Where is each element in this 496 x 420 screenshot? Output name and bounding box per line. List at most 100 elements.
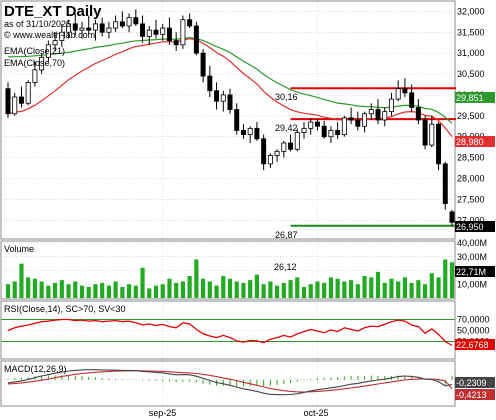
candle-up [281, 142, 287, 152]
candle-down [227, 94, 233, 110]
candle-down [133, 17, 139, 25]
volume-bar [362, 276, 367, 298]
candle-down [355, 119, 361, 127]
level-label-29-42: 29,42 [275, 123, 298, 133]
candle-up [341, 117, 347, 136]
candle-up [388, 98, 394, 113]
volume-bar [369, 277, 374, 298]
volume-bar [234, 281, 239, 298]
candle-up [267, 155, 273, 165]
candle-up [66, 23, 72, 33]
volume-bar [79, 285, 85, 298]
candle-up [160, 27, 166, 35]
level-label-26-87: 26,87 [275, 230, 298, 240]
ema70-tag: 29,851 [456, 93, 484, 103]
volume-bar [322, 282, 327, 298]
volume-tag: 22,71M [456, 267, 486, 277]
volume-bar [402, 277, 407, 298]
volume-annotation: 26,12 [274, 262, 297, 272]
volume-bar [53, 282, 58, 298]
legend-ema70: EMA(Close,70) [4, 58, 65, 68]
candle-down [86, 27, 92, 31]
volume-bar [12, 281, 17, 298]
candle-up [247, 127, 253, 136]
volume-bar [19, 263, 24, 298]
candle-up [126, 17, 132, 27]
candle-up [12, 96, 18, 115]
candle-down [200, 52, 206, 77]
candle-down [254, 127, 260, 140]
rsi-tick-label: 70,0000 [457, 315, 490, 325]
rsi-panel-frame [0, 300, 456, 360]
rsi-line [7, 318, 453, 347]
candle-up [39, 56, 45, 71]
volume-bar [86, 287, 91, 298]
candle-up [429, 123, 435, 146]
volume-bar [308, 284, 313, 298]
candle-up [362, 113, 368, 127]
volume-bar [174, 282, 179, 298]
website-credit: © www.wealth-lab.com [4, 30, 95, 40]
volume-bar [315, 281, 320, 298]
volume-bar [127, 284, 132, 298]
rsi-tick-label: 50,0000 [457, 326, 490, 336]
candle-down [193, 25, 199, 54]
volume-bar [342, 281, 347, 298]
ema21-tag: 28,980 [456, 137, 484, 147]
volume-bar [73, 281, 78, 298]
candle-up [106, 27, 112, 33]
signal-tag: -0,4213 [456, 390, 487, 400]
candle-down [234, 109, 240, 131]
candle-down [409, 92, 415, 108]
volume-bar [100, 282, 105, 298]
volume-bar [389, 278, 394, 298]
candlesticks [5, 9, 455, 227]
price-tick-label: 27,500 [457, 194, 485, 204]
price-tick-label: 31,000 [457, 48, 485, 58]
volume-bar [248, 280, 253, 298]
candle-down [240, 130, 246, 136]
candle-up [180, 19, 186, 46]
macd-title: MACD(12,26,9) [4, 364, 67, 374]
volume-bar [335, 278, 340, 298]
volume-bar [140, 267, 145, 298]
volume-bar [59, 280, 64, 298]
volume-bar [295, 277, 300, 298]
candle-up [220, 94, 226, 102]
grid-lines [1, 1, 455, 406]
candle-down [214, 90, 220, 102]
legend-ema21: EMA(Close,21) [4, 46, 65, 56]
volume-bar [429, 273, 434, 298]
candle-up [52, 40, 58, 46]
volume-bar [423, 284, 428, 298]
ema21-tag-bg [455, 136, 495, 147]
macd-signal-path [7, 370, 453, 393]
rsi-title: RSI(Close,14), SC>70, SV<30 [4, 304, 126, 314]
volume-bar [120, 287, 125, 298]
candle-down [415, 107, 421, 121]
signal-tag-bg [455, 389, 495, 400]
candle-up [45, 44, 51, 58]
x-tick-label: oct-25 [303, 408, 328, 418]
volume-bar [187, 276, 192, 298]
candle-up [113, 21, 119, 29]
volume-bar [66, 284, 71, 298]
candle-down [207, 75, 213, 92]
macd-tag: -0,2309 [456, 378, 487, 388]
ema70-tag-bg [455, 92, 495, 103]
close-tag: 26,950 [456, 222, 484, 232]
volume-bar [106, 285, 111, 298]
volume-bar [180, 281, 185, 298]
candle-down [261, 138, 267, 165]
candle-up [92, 23, 98, 31]
candle-down [166, 27, 172, 42]
volume-bar [167, 278, 172, 298]
candle-down [422, 119, 428, 146]
candle-down [5, 88, 11, 115]
volume-bar [275, 285, 280, 298]
volume-bar [261, 284, 266, 298]
price-tick-label: 30,500 [457, 69, 485, 79]
volume-tick-label: 10,00M [457, 279, 487, 289]
volume-bar [194, 259, 199, 298]
